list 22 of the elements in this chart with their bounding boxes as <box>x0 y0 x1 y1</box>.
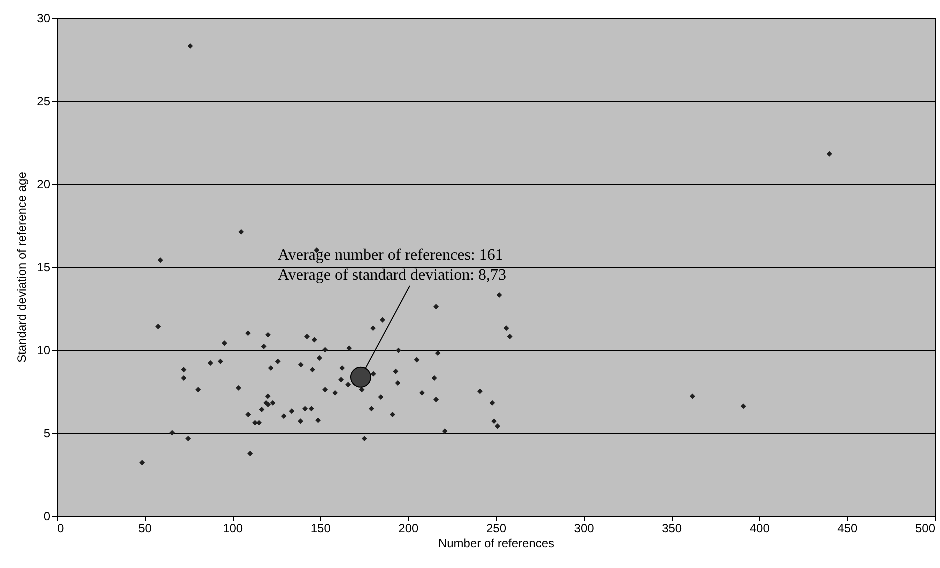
x-tick-label: 150 <box>310 522 332 536</box>
y-axis-title: Standard deviation of reference age <box>15 172 30 363</box>
y-tick-label: 30 <box>37 12 51 26</box>
x-tick-label: 0 <box>58 522 64 536</box>
y-tick-label: 0 <box>44 510 51 524</box>
x-tick-label: 500 <box>915 522 936 536</box>
x-tick-label: 400 <box>750 522 770 536</box>
x-axis-title: Number of references <box>438 536 555 550</box>
y-tick-label: 25 <box>37 94 51 108</box>
y-tick-label: 15 <box>37 260 51 274</box>
y-tick-label: 20 <box>37 178 51 192</box>
annotation: Average number of references: 161 <box>278 247 504 264</box>
x-tick-label: 250 <box>486 522 507 536</box>
x-tick-label: 50 <box>138 522 152 536</box>
x-tick-label: 450 <box>838 522 858 536</box>
y-tick-label: 5 <box>44 426 51 440</box>
annotation: Average of standard deviation: 8,73 <box>278 267 507 284</box>
x-tick-label: 350 <box>662 522 682 536</box>
x-tick-label: 300 <box>574 522 595 536</box>
y-tick-label: 10 <box>37 344 51 358</box>
x-tick-label: 100 <box>223 522 244 536</box>
x-tick-label: 200 <box>398 522 420 536</box>
